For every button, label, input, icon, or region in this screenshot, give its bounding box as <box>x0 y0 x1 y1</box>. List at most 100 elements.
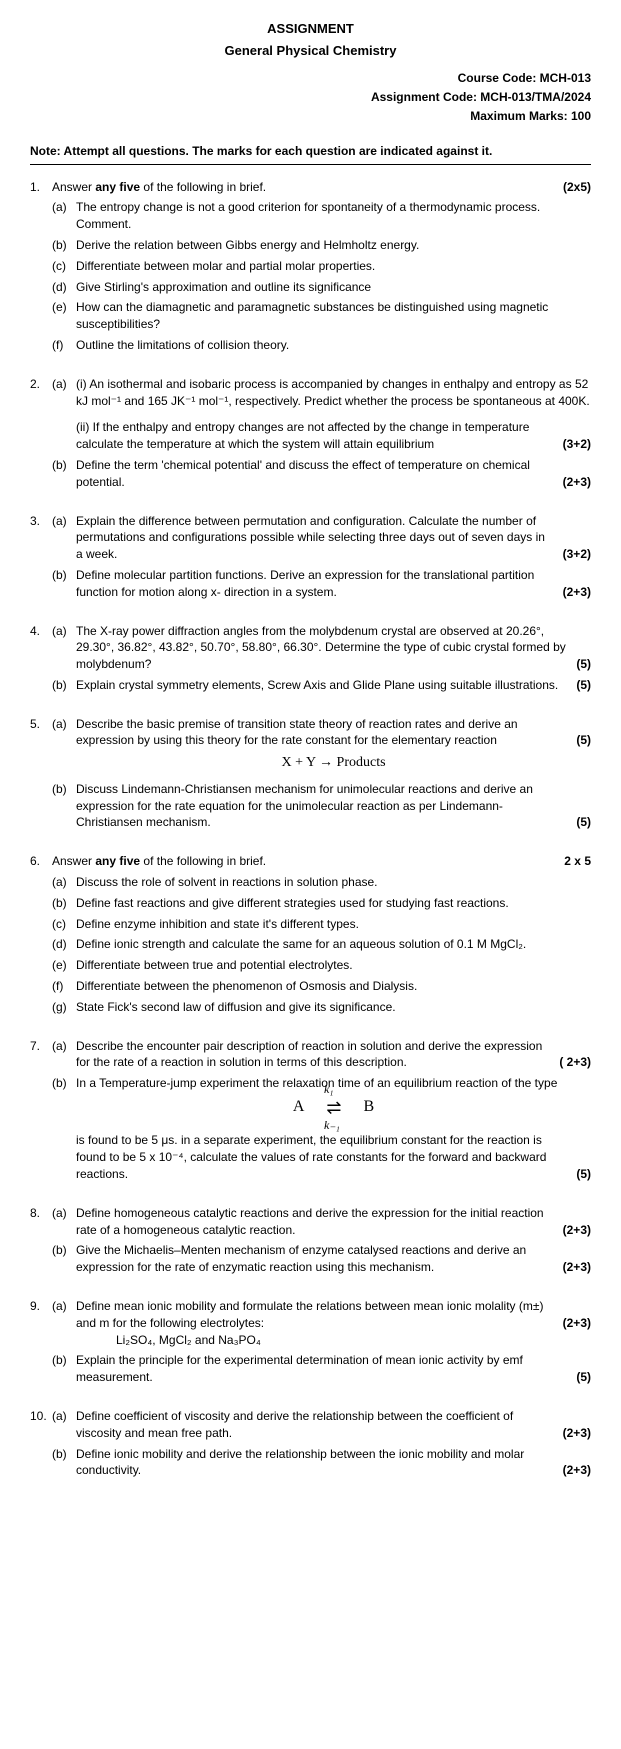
q4b-marks: (5) <box>576 677 591 694</box>
q5a-marks: (5) <box>576 732 591 749</box>
q2b: Define the term 'chemical potential' and… <box>76 457 563 491</box>
q3b: Define molecular partition functions. De… <box>76 567 563 601</box>
label-a: (a) <box>52 513 76 563</box>
label-b: (b) <box>52 567 76 601</box>
q7-k1: k₁ <box>324 1086 334 1093</box>
label-d: (d) <box>52 279 76 296</box>
q7-eq-b: B <box>363 1098 374 1115</box>
q9b-marks: (5) <box>576 1369 591 1386</box>
label-a: (a) <box>52 376 76 453</box>
question-3: 3. (a) Explain the difference between pe… <box>30 513 591 603</box>
q9-number: 9. <box>30 1298 52 1388</box>
q7-eq-a: A <box>293 1098 305 1115</box>
question-4: 4. (a) The X-ray power diffraction angle… <box>30 623 591 696</box>
q6b: Define fast reactions and give different… <box>76 895 591 912</box>
label-a: (a) <box>52 716 76 777</box>
q5-number: 5. <box>30 716 52 834</box>
q2a-ii: (ii) If the enthalpy and entropy changes… <box>76 419 563 453</box>
label-b: (b) <box>52 677 76 694</box>
label-b: (b) <box>52 1446 76 1480</box>
q9a: Define mean ionic mobility and formulate… <box>76 1298 563 1332</box>
label-b: (b) <box>52 1075 76 1183</box>
max-marks: Maximum Marks: 100 <box>30 108 591 125</box>
q10b-marks: (2+3) <box>563 1462 591 1479</box>
q7b-post: is found to be 5 μs. in a separate exper… <box>76 1132 576 1182</box>
q5-equation: X + Y → Products <box>76 753 591 773</box>
q6e: Differentiate between true and potential… <box>76 957 591 974</box>
q10-number: 10. <box>30 1408 52 1481</box>
q5b: Discuss Lindemann-Christiansen mechanism… <box>76 781 576 831</box>
q9a-marks: (2+3) <box>563 1315 591 1332</box>
q4b: Explain crystal symmetry elements, Screw… <box>76 677 576 694</box>
label-g: (g) <box>52 999 76 1016</box>
q6-stem-pre: Answer <box>52 854 95 868</box>
q3a-marks: (3+2) <box>563 546 591 563</box>
q7-km1: k₋₁ <box>324 1122 340 1129</box>
label-c: (c) <box>52 916 76 933</box>
q6-stem-post: of the following in brief. <box>140 854 266 868</box>
q1-stem-post: of the following in brief. <box>140 180 266 194</box>
q6f: Differentiate between the phenomenon of … <box>76 978 591 995</box>
label-a: (a) <box>52 1038 76 1072</box>
q6a: Discuss the role of solvent in reactions… <box>76 874 591 891</box>
q9-electrolytes: Li₂SO₄, MgCl₂ and Na₃PO₄ <box>116 1332 591 1349</box>
course-code: Course Code: MCH-013 <box>30 70 591 87</box>
label-b: (b) <box>52 457 76 491</box>
label-e: (e) <box>52 299 76 333</box>
q1-stem-pre: Answer <box>52 180 95 194</box>
instructions-note: Note: Attempt all questions. The marks f… <box>30 143 591 165</box>
question-8: 8. (a) Define homogeneous catalytic reac… <box>30 1205 591 1278</box>
label-b: (b) <box>52 1242 76 1276</box>
label-f: (f) <box>52 337 76 354</box>
q1-marks: (2x5) <box>563 179 591 196</box>
subject-title: General Physical Chemistry <box>30 42 591 60</box>
question-5: 5. (a) Describe the basic premise of tra… <box>30 716 591 834</box>
q6-number: 6. <box>30 853 52 1017</box>
q1c: Differentiate between molar and partial … <box>76 258 591 275</box>
q1a: The entropy change is not a good criteri… <box>76 199 591 233</box>
label-b: (b) <box>52 1352 76 1386</box>
q8a: Define homogeneous catalytic reactions a… <box>76 1205 563 1239</box>
label-a: (a) <box>52 199 76 233</box>
q4a: The X-ray power diffraction angles from … <box>76 623 576 673</box>
q6-stem-bold: any five <box>95 854 140 868</box>
question-6: 6. Answer any five of the following in b… <box>30 853 591 1017</box>
question-9: 9. (a) Define mean ionic mobility and fo… <box>30 1298 591 1388</box>
q2a-i: (i) An isothermal and isobaric process i… <box>76 376 591 410</box>
label-a: (a) <box>52 623 76 673</box>
q6-marks: 2 x 5 <box>564 853 591 870</box>
q3a: Explain the difference between permutati… <box>76 513 563 563</box>
question-1: 1. Answer any five of the following in b… <box>30 179 591 356</box>
q8-number: 8. <box>30 1205 52 1278</box>
q8b-marks: (2+3) <box>563 1259 591 1276</box>
label-a: (a) <box>52 1408 76 1442</box>
q7-equation: A k₁ ⇀ ↽ k₋₁ B <box>76 1096 591 1118</box>
q2b-marks: (2+3) <box>563 474 591 491</box>
q1e: How can the diamagnetic and paramagnetic… <box>76 299 591 333</box>
q1b: Derive the relation between Gibbs energy… <box>76 237 591 254</box>
equilibrium-arrows-icon: k₁ ⇀ ↽ k₋₁ <box>314 1100 354 1116</box>
q7a-marks: ( 2+3) <box>559 1054 591 1071</box>
q10a: Define coefficient of viscosity and deri… <box>76 1408 563 1442</box>
label-e: (e) <box>52 957 76 974</box>
q5a: Describe the basic premise of transition… <box>76 716 576 750</box>
q10a-marks: (2+3) <box>563 1425 591 1442</box>
label-a: (a) <box>52 1205 76 1239</box>
q4-number: 4. <box>30 623 52 696</box>
label-b: (b) <box>52 781 76 831</box>
q4a-marks: (5) <box>576 656 591 673</box>
label-d: (d) <box>52 936 76 953</box>
q7a: Describe the encounter pair description … <box>76 1038 559 1072</box>
q6g: State Fick's second law of diffusion and… <box>76 999 591 1016</box>
q7b-pre: In a Temperature-jump experiment the rel… <box>76 1075 591 1092</box>
assignment-code: Assignment Code: MCH-013/TMA/2024 <box>30 89 591 106</box>
q8a-marks: (2+3) <box>563 1222 591 1239</box>
assignment-title: ASSIGNMENT <box>30 20 591 38</box>
question-2: 2. (a) (i) An isothermal and isobaric pr… <box>30 376 591 493</box>
q5b-marks: (5) <box>576 814 591 831</box>
q3b-marks: (2+3) <box>563 584 591 601</box>
label-a: (a) <box>52 1298 76 1348</box>
q8b: Give the Michaelis–Menten mechanism of e… <box>76 1242 563 1276</box>
q1-stem-bold: any five <box>95 180 140 194</box>
q2-number: 2. <box>30 376 52 493</box>
